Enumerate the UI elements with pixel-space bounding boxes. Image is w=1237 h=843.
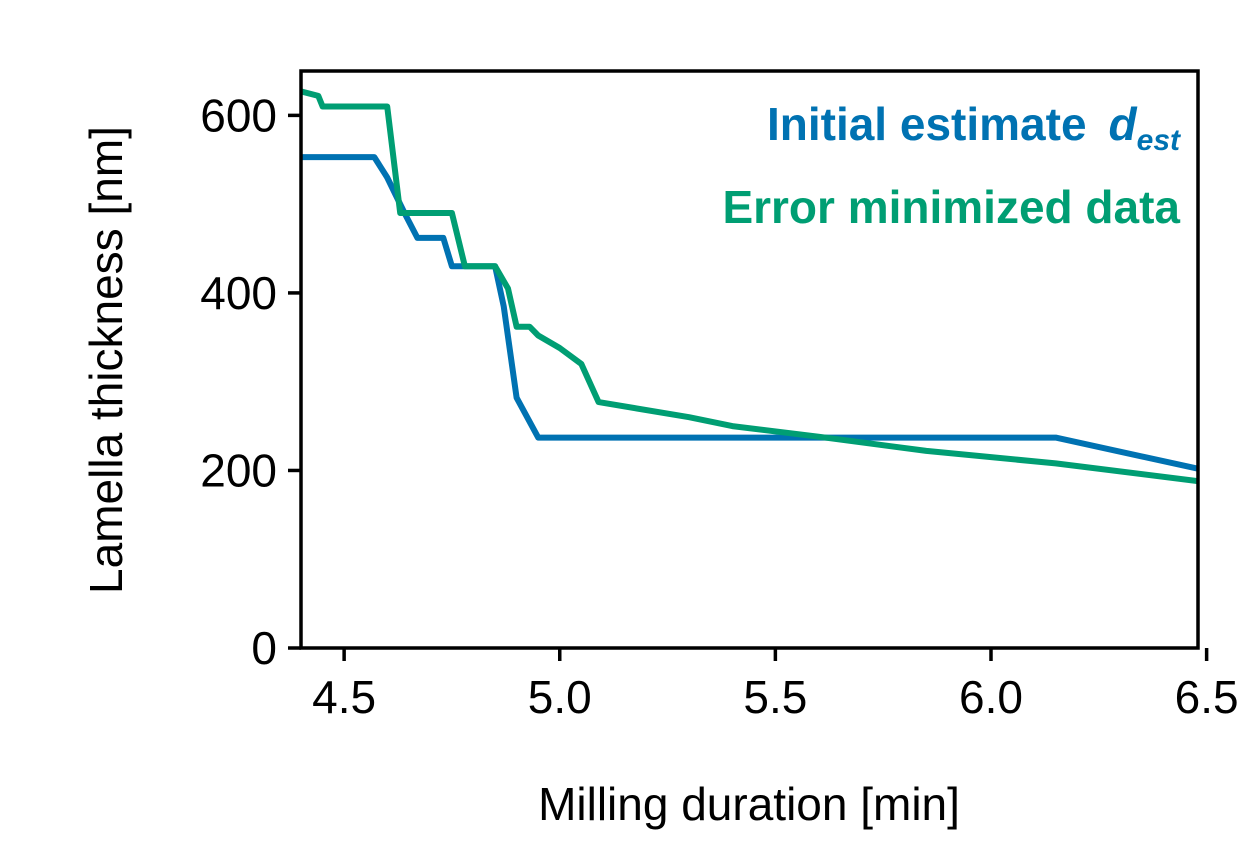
ticks-layer: 4.5 5.0 5.5 6.0 6.5 0 200 400 600 [200, 89, 1237, 723]
series-line-2 [301, 88, 1198, 485]
series-line-1 [301, 154, 1198, 472]
y-axis-label: Lamella thickness [nm] [80, 126, 132, 594]
legend-entry-1: Initial estimate dest [767, 98, 1182, 157]
y-tick-label: 400 [200, 267, 277, 319]
legend: Initial estimate dest Error minimized data [722, 98, 1182, 233]
series-layer [301, 88, 1198, 485]
legend-entry-2: Error minimized data [722, 181, 1180, 233]
x-axis-label: Milling duration [min] [538, 778, 960, 830]
x-tick-label: 4.5 [312, 671, 376, 723]
y-tick-label: 600 [200, 89, 277, 141]
y-tick-label: 0 [251, 622, 277, 674]
y-tick-label: 200 [200, 444, 277, 496]
x-tick-label: 6.5 [1175, 671, 1237, 723]
x-tick-label: 6.0 [959, 671, 1023, 723]
plot-frame [299, 69, 1200, 650]
x-tick-label: 5.5 [743, 671, 807, 723]
x-tick-label: 5.0 [528, 671, 592, 723]
